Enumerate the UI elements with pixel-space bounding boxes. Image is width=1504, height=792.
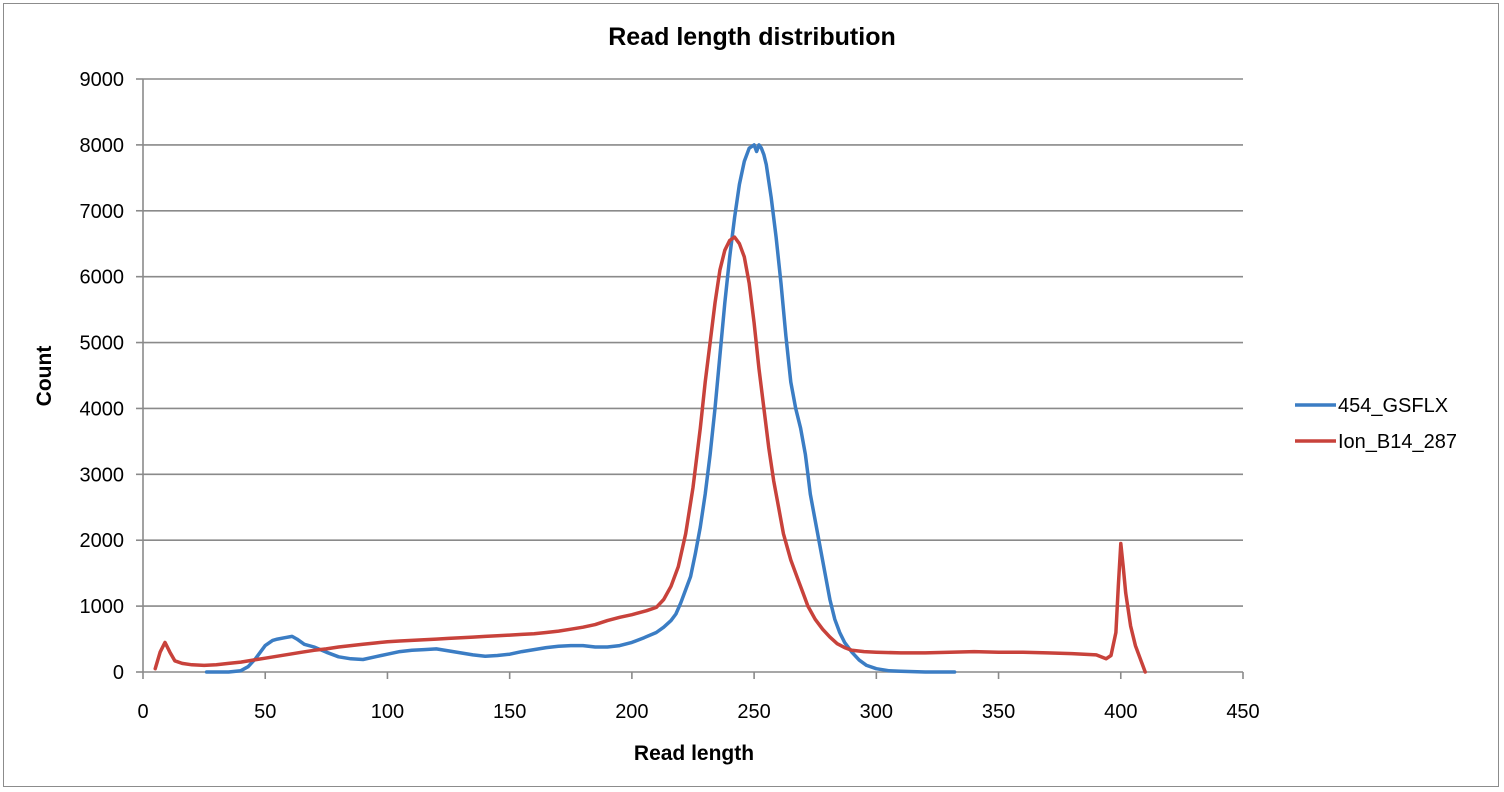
y-tick-label: 1000 (80, 596, 125, 618)
y-tick-label: 0 (113, 662, 124, 684)
x-tick-label: 350 (982, 701, 1015, 723)
data-series (153, 143, 1147, 674)
chart-title: Read length distribution (608, 23, 896, 51)
x-tick-label: 450 (1226, 701, 1259, 723)
x-tick-label: 150 (493, 701, 526, 723)
x-tick-label: 50 (254, 701, 276, 723)
x-tick-labels: 0 50 100 150 200 250 300 350 400 450 (137, 701, 1259, 723)
x-tick-label: 0 (137, 701, 148, 723)
series-line-2 (153, 235, 1147, 674)
x-tick-label: 250 (737, 701, 770, 723)
gridlines (143, 78, 1243, 607)
x-tick-label: 400 (1104, 701, 1137, 723)
x-tick-label: 200 (615, 701, 648, 723)
y-tick-label: 6000 (80, 267, 125, 289)
y-tick-label: 7000 (80, 201, 125, 223)
x-axis-title: Read length (634, 742, 754, 765)
y-tick-labels: 0 1000 2000 3000 4000 5000 6000 7000 8000 9000 (80, 69, 125, 684)
y-tick-label: 9000 (80, 69, 125, 91)
y-tick-label: 2000 (80, 530, 125, 552)
x-tick-label: 300 (860, 701, 893, 723)
chart-frame (3, 3, 1499, 787)
legend: 454_GSFLX Ion_B14_287 (1295, 395, 1457, 453)
y-tick-label: 4000 (80, 398, 125, 420)
axes (136, 78, 1244, 679)
y-tick-label: 8000 (80, 135, 125, 157)
legend-label: 454_GSFLX (1338, 395, 1448, 417)
series-line-1 (204, 143, 957, 674)
legend-label: Ion_B14_287 (1338, 431, 1457, 453)
y-tick-label: 3000 (80, 464, 125, 486)
x-tick-label: 100 (371, 701, 404, 723)
y-axis-title: Count (33, 346, 56, 407)
y-tick-label: 5000 (80, 333, 125, 355)
